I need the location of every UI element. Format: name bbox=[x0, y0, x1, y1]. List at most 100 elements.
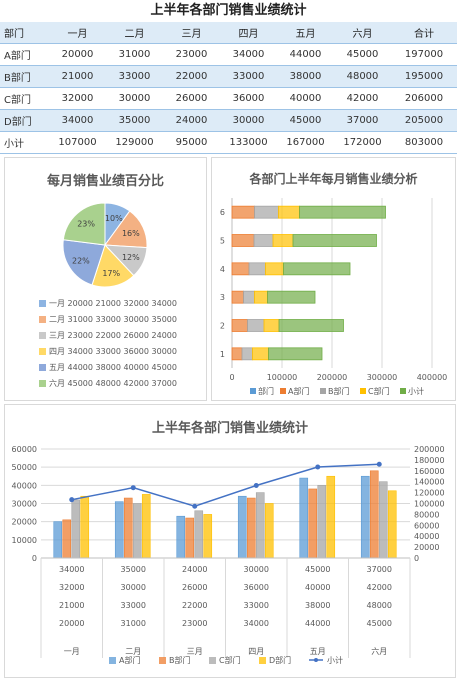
legend-swatch bbox=[280, 388, 286, 394]
pie-chart-title: 每月销售业绩百分比 bbox=[46, 174, 164, 189]
y-tick-label: 2 bbox=[220, 322, 225, 331]
pie-legend-label: 六月 45000 48000 42000 37000 bbox=[49, 379, 177, 388]
table-cell[interactable]: 31000 bbox=[106, 43, 163, 66]
column-bar bbox=[185, 517, 195, 559]
table-cell[interactable]: 205000 bbox=[391, 109, 457, 132]
legend-label: D部门 bbox=[269, 655, 291, 665]
data-table-value: 34000 bbox=[244, 619, 269, 628]
table-cell[interactable]: 35000 bbox=[106, 109, 163, 132]
table-cell[interactable]: 167000 bbox=[277, 131, 334, 154]
stacked-bar-segment bbox=[263, 319, 280, 332]
pie-legend-label: 五月 44000 38000 40000 45000 bbox=[49, 363, 177, 372]
table-cell[interactable]: 30000 bbox=[220, 109, 277, 132]
table-cell[interactable]: 24000 bbox=[163, 109, 220, 132]
legend-swatch bbox=[159, 657, 166, 664]
table-cell[interactable]: 34000 bbox=[220, 43, 277, 66]
x-tick-label: 0 bbox=[229, 373, 234, 382]
pie-chart: 10% 16% 12%17% 22% 23% bbox=[62, 202, 148, 288]
table-cell[interactable]: 20000 bbox=[49, 43, 106, 66]
table-cell[interactable]: C部门 bbox=[0, 87, 49, 110]
header-cell[interactable]: 部门 bbox=[0, 22, 49, 44]
y2-tick-label: 0 bbox=[414, 554, 419, 563]
column-bar bbox=[387, 490, 397, 559]
y2-tick-label: 200000 bbox=[414, 445, 445, 454]
legend-swatch bbox=[109, 657, 116, 664]
table-cell[interactable]: 38000 bbox=[277, 65, 334, 88]
column-bar bbox=[360, 475, 370, 559]
column-bar bbox=[326, 475, 336, 559]
table-cell[interactable]: 197000 bbox=[391, 43, 457, 66]
header-cell[interactable]: 五月 bbox=[277, 22, 334, 44]
stacked-bar-segment bbox=[272, 234, 294, 247]
table-cell[interactable]: 95000 bbox=[163, 131, 220, 154]
pie-chart-panel[interactable]: 每月销售业绩百分比 10% 16% 12% 17% 22% 23% 一月 20000 21… bbox=[4, 157, 207, 401]
table-cell[interactable]: B部门 bbox=[0, 65, 49, 88]
combo-chart: 0 10000 20000 30000 40000 50000 60000 0 20000 400… bbox=[12, 445, 445, 665]
table-cell[interactable]: 33000 bbox=[106, 65, 163, 88]
legend-label: 小计 bbox=[327, 655, 343, 665]
table-cell[interactable]: 26000 bbox=[163, 87, 220, 110]
table-cell[interactable]: 45000 bbox=[277, 109, 334, 132]
column-bar bbox=[194, 510, 204, 559]
y-tick-label: 0 bbox=[32, 554, 37, 563]
header-cell[interactable]: 一月 bbox=[49, 22, 106, 44]
stacked-bar-segment bbox=[254, 290, 268, 304]
table-cell[interactable]: 133000 bbox=[220, 131, 277, 154]
column-bar bbox=[264, 503, 274, 559]
pie-legend-item: 四月 34000 33000 36000 30000 bbox=[39, 346, 177, 357]
table-cell[interactable]: 206000 bbox=[391, 87, 457, 110]
table-cell[interactable]: 23000 bbox=[163, 43, 220, 66]
table-row: B部门 21000 33000 22000 33000 38000 48000 … bbox=[0, 65, 457, 88]
stacked-bar-segment bbox=[254, 205, 279, 219]
legend-swatch bbox=[400, 388, 406, 394]
stacked-bar-segment bbox=[248, 262, 266, 276]
table-cell[interactable]: 40000 bbox=[277, 87, 334, 110]
table-cell[interactable]: 36000 bbox=[220, 87, 277, 110]
header-cell[interactable]: 二月 bbox=[106, 22, 163, 44]
pie-data-label: 22% bbox=[72, 256, 90, 265]
table-cell[interactable]: 33000 bbox=[220, 65, 277, 88]
table-cell[interactable]: 37000 bbox=[334, 109, 391, 132]
data-table-value: 37000 bbox=[367, 565, 392, 574]
x-tick-label: 三月 bbox=[187, 647, 203, 656]
table-cell[interactable]: 30000 bbox=[106, 87, 163, 110]
legend-label: 小计 bbox=[408, 386, 424, 396]
table-cell[interactable]: 34000 bbox=[49, 109, 106, 132]
table-cell[interactable]: 48000 bbox=[334, 65, 391, 88]
data-table-value: 33000 bbox=[121, 601, 146, 610]
table-cell[interactable]: 172000 bbox=[334, 131, 391, 154]
data-table-value: 42000 bbox=[367, 583, 392, 592]
table-cell[interactable]: A部门 bbox=[0, 43, 49, 66]
combo-chart-panel[interactable]: 上半年各部门销售业绩统计 0 10000 20000 30000 40000 50000 6… bbox=[4, 404, 456, 678]
column-bar bbox=[237, 495, 247, 559]
table-cell[interactable]: 195000 bbox=[391, 65, 457, 88]
table-cell[interactable]: 小计 bbox=[0, 131, 49, 154]
column-bar bbox=[71, 499, 81, 559]
header-cell[interactable]: 六月 bbox=[334, 22, 391, 44]
y-tick-label: 10000 bbox=[12, 536, 37, 545]
header-cell[interactable]: 四月 bbox=[220, 22, 277, 44]
table-cell[interactable]: 44000 bbox=[277, 43, 334, 66]
table-cell[interactable]: 45000 bbox=[334, 43, 391, 66]
table-cell[interactable]: 42000 bbox=[334, 87, 391, 110]
stacked-bar-segment bbox=[267, 290, 316, 304]
pie-legend-item: 五月 44000 38000 40000 45000 bbox=[39, 362, 177, 373]
table-cell[interactable]: 22000 bbox=[163, 65, 220, 88]
table-cell[interactable]: 32000 bbox=[49, 87, 106, 110]
pie-legend-item: 六月 45000 48000 42000 37000 bbox=[39, 378, 177, 389]
legend-label: C部门 bbox=[368, 386, 390, 396]
table-cell[interactable]: 129000 bbox=[106, 131, 163, 154]
table-cell[interactable]: 21000 bbox=[49, 65, 106, 88]
data-table-value: 48000 bbox=[367, 601, 392, 610]
y-tick-label: 3 bbox=[220, 293, 225, 302]
header-cell[interactable]: 合计 bbox=[391, 22, 457, 44]
table-cell[interactable]: D部门 bbox=[0, 109, 49, 132]
header-cell[interactable]: 三月 bbox=[163, 22, 220, 44]
legend-swatch bbox=[39, 380, 46, 387]
table-cell[interactable]: 107000 bbox=[49, 131, 106, 154]
stacked-bar-panel[interactable]: 各部门上半年每月销售业绩分析 0 100000 200000 300000 400000… bbox=[211, 157, 456, 401]
column-bar bbox=[80, 495, 90, 559]
table-cell[interactable]: 803000 bbox=[391, 131, 457, 154]
stacked-bar-segment bbox=[299, 205, 386, 219]
y2-tick-label: 60000 bbox=[414, 521, 439, 530]
